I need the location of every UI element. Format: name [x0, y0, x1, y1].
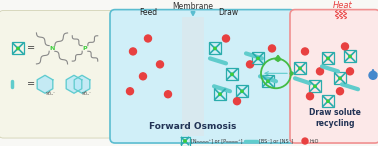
Text: [Nₘₘₘₘ⁺] or [Pₘₘₘₘ⁺]: [Nₘₘₘₘ⁺] or [Pₘₘₘₘ⁺]: [191, 139, 243, 144]
Circle shape: [316, 68, 324, 75]
Circle shape: [144, 35, 152, 42]
Circle shape: [223, 35, 229, 42]
Bar: [182, 17, 204, 136]
Text: P: P: [83, 46, 87, 51]
Polygon shape: [37, 75, 53, 93]
Text: H₂O: H₂O: [310, 139, 319, 144]
Text: Heat: Heat: [333, 1, 353, 10]
Circle shape: [156, 61, 164, 68]
Text: Membrane: Membrane: [172, 2, 214, 11]
Text: Draw solute
recycling: Draw solute recycling: [309, 108, 361, 128]
FancyBboxPatch shape: [0, 11, 115, 138]
Circle shape: [347, 68, 353, 75]
Circle shape: [17, 47, 19, 50]
Circle shape: [302, 138, 308, 144]
Circle shape: [214, 47, 216, 50]
Polygon shape: [191, 12, 195, 16]
Circle shape: [339, 77, 341, 80]
Circle shape: [257, 57, 259, 60]
Circle shape: [219, 93, 221, 95]
FancyBboxPatch shape: [110, 10, 295, 143]
Circle shape: [267, 80, 269, 82]
Circle shape: [307, 93, 313, 100]
Circle shape: [130, 48, 136, 55]
Circle shape: [127, 88, 133, 95]
Polygon shape: [371, 69, 375, 74]
Circle shape: [139, 73, 147, 80]
Circle shape: [336, 88, 344, 95]
Circle shape: [234, 98, 240, 105]
Circle shape: [241, 90, 243, 92]
Circle shape: [231, 73, 233, 75]
Circle shape: [164, 91, 172, 98]
Circle shape: [369, 71, 377, 79]
Text: Feed: Feed: [139, 8, 157, 17]
Text: [BS⁻] or [NS⁻]: [BS⁻] or [NS⁻]: [259, 139, 293, 144]
Text: =: =: [27, 44, 35, 53]
Circle shape: [299, 67, 301, 69]
Circle shape: [327, 100, 329, 102]
Text: N: N: [49, 46, 55, 51]
Circle shape: [349, 55, 351, 58]
Polygon shape: [275, 55, 281, 61]
Circle shape: [341, 43, 349, 50]
Circle shape: [302, 48, 308, 55]
Polygon shape: [66, 75, 82, 93]
Circle shape: [184, 140, 186, 142]
Circle shape: [246, 61, 254, 68]
Text: =: =: [27, 79, 35, 89]
FancyBboxPatch shape: [290, 10, 378, 143]
Text: SO₃⁻: SO₃⁻: [46, 92, 56, 96]
Text: Forward Osmosis: Forward Osmosis: [149, 122, 237, 131]
Text: Draw: Draw: [218, 8, 238, 17]
Text: SO₃⁻: SO₃⁻: [82, 92, 92, 96]
Polygon shape: [74, 75, 90, 93]
Circle shape: [327, 57, 329, 60]
Circle shape: [314, 85, 316, 87]
Circle shape: [268, 45, 276, 52]
